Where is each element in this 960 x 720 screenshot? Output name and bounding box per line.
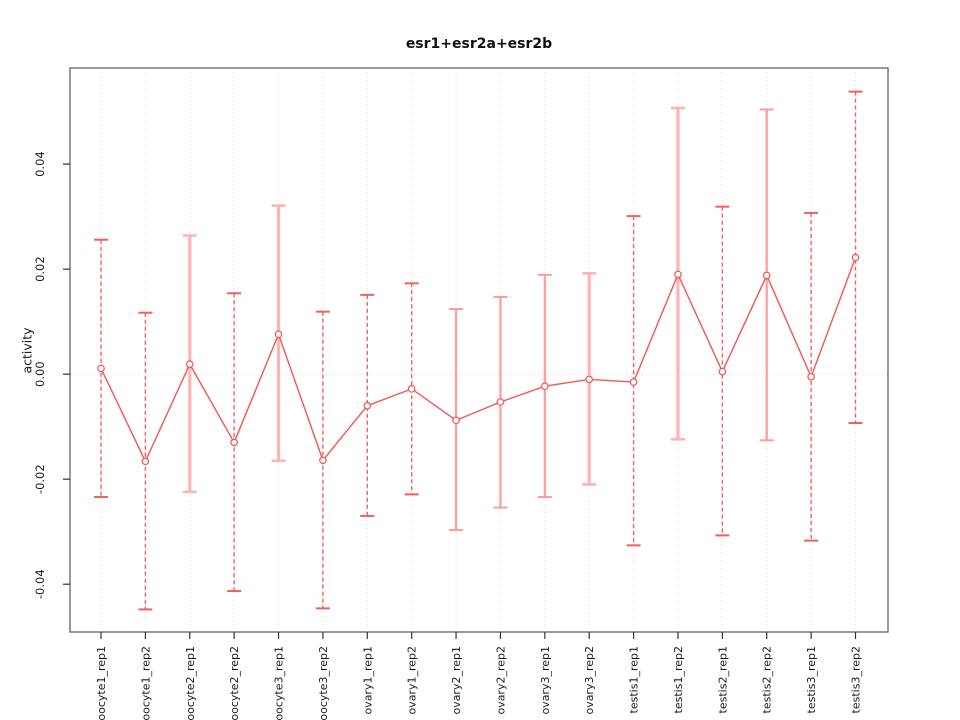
data-point bbox=[407, 385, 416, 393]
y-tick-label: -0.02 bbox=[33, 464, 47, 494]
x-tick-label: ovary1_rep2 bbox=[406, 646, 419, 715]
data-point bbox=[141, 457, 150, 466]
x-tick-label: ovary2_rep1 bbox=[450, 646, 463, 715]
data-point bbox=[718, 367, 727, 376]
x-tick-label: testis3_rep2 bbox=[850, 646, 863, 713]
data-point bbox=[274, 330, 283, 339]
data-point bbox=[185, 360, 194, 368]
data-point bbox=[807, 372, 815, 381]
x-tick-label: oocyte2_rep1 bbox=[184, 646, 197, 720]
data-point bbox=[363, 401, 372, 410]
data-point bbox=[230, 438, 238, 447]
x-tick-label: testis2_rep2 bbox=[761, 646, 774, 713]
x-tick-label: testis1_rep1 bbox=[628, 646, 641, 713]
data-point bbox=[319, 456, 327, 465]
data-point bbox=[97, 364, 105, 373]
series-line bbox=[100, 257, 857, 463]
x-tick-label: oocyte1_rep1 bbox=[95, 646, 108, 720]
chart-title: esr1+esr2a+esr2b bbox=[405, 36, 553, 52]
x-tick-label: testis3_rep1 bbox=[805, 646, 818, 713]
data-point bbox=[585, 375, 594, 384]
data-point bbox=[629, 378, 638, 386]
y-tick-label: 0.02 bbox=[33, 256, 47, 282]
x-tick-label: oocyte3_rep2 bbox=[317, 646, 330, 720]
data-point bbox=[851, 253, 860, 262]
y-tick-label: 0.00 bbox=[33, 361, 47, 387]
x-tick-label: ovary3_rep1 bbox=[539, 646, 552, 715]
data-point bbox=[762, 271, 771, 280]
data-point bbox=[452, 416, 460, 425]
data-point bbox=[496, 398, 505, 406]
x-tick-label: ovary3_rep2 bbox=[583, 646, 596, 715]
x-tick-label: testis2_rep1 bbox=[716, 646, 729, 713]
plot-box bbox=[69, 67, 889, 633]
data-point bbox=[674, 270, 682, 279]
x-tick-label: oocyte3_rep1 bbox=[273, 646, 286, 720]
y-tick-label: -0.04 bbox=[33, 569, 47, 599]
x-tick-label: oocyte1_rep2 bbox=[139, 646, 152, 720]
x-tick-label: ovary2_rep2 bbox=[494, 646, 507, 715]
x-tick-label: oocyte2_rep2 bbox=[228, 646, 241, 720]
data-point bbox=[541, 382, 549, 391]
y-tick-label: 0.04 bbox=[33, 151, 47, 177]
x-tick-label: ovary1_rep1 bbox=[361, 646, 374, 715]
x-tick-label: testis1_rep2 bbox=[672, 646, 685, 713]
y-axis-title: activity bbox=[19, 327, 35, 374]
